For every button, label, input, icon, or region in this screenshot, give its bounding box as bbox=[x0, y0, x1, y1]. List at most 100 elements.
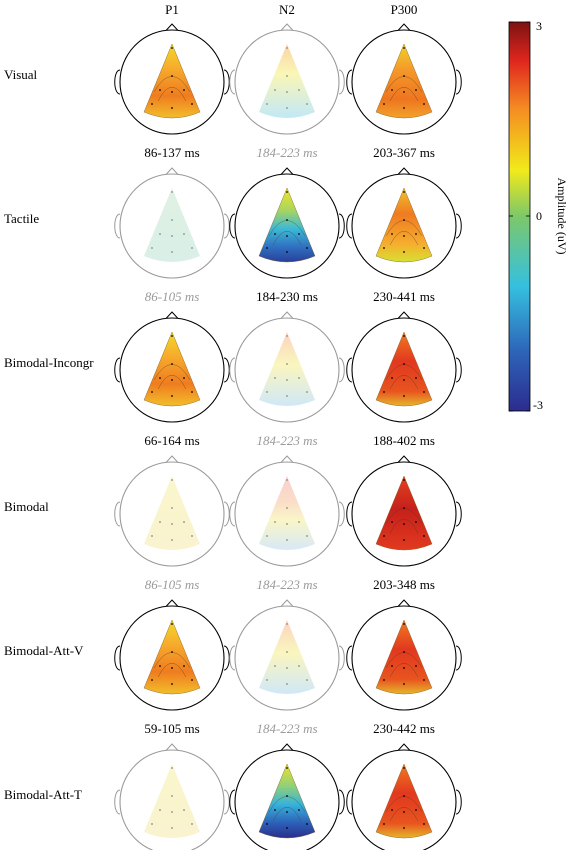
topography-grid: Visual 86-137 ms 184-223 ms 203-367 ms Tacti… bbox=[4, 23, 462, 850]
electrode-dot bbox=[403, 623, 405, 625]
left-ear-icon bbox=[229, 645, 236, 671]
electrode-dot bbox=[298, 809, 300, 811]
electrode-dot bbox=[403, 767, 405, 769]
electrode-dot bbox=[286, 667, 288, 669]
scalp-map bbox=[144, 476, 200, 550]
electrode-dot bbox=[159, 809, 161, 811]
electrode-dot bbox=[403, 191, 405, 193]
electrode-dot bbox=[391, 233, 393, 235]
scalp-map bbox=[143, 619, 201, 695]
topo-map-bimodal-att-v-p1: 59-105 ms bbox=[114, 599, 230, 736]
electrode-dot bbox=[171, 827, 173, 829]
nose-icon bbox=[165, 599, 179, 607]
time-window-label: 59-105 ms bbox=[144, 721, 199, 736]
topo-map-bimodal-incongr-n2: 184-223 ms bbox=[229, 311, 345, 448]
electrode-dot bbox=[403, 507, 405, 509]
topo-map-bimodal-att-t-n2: 180-223 ms bbox=[229, 743, 345, 850]
electrode-dot bbox=[274, 377, 276, 379]
electrode-dot bbox=[191, 679, 193, 681]
electrode-dot bbox=[423, 391, 425, 393]
electrode-dot bbox=[286, 91, 288, 93]
colorbar-title: Amplitude (uV) bbox=[555, 178, 567, 255]
electrode-dot bbox=[274, 521, 276, 523]
electrode-dot bbox=[391, 809, 393, 811]
electrode-dot bbox=[286, 623, 288, 625]
electrode-dot bbox=[266, 535, 268, 537]
electrode-dot bbox=[298, 377, 300, 379]
nose-icon bbox=[165, 23, 179, 31]
row-label-bimodal-att-t: Bimodal-Att-T bbox=[4, 787, 82, 802]
electrode-dot bbox=[286, 191, 288, 193]
electrode-dot bbox=[286, 811, 288, 813]
electrode-dot bbox=[286, 335, 288, 337]
electrode-dot bbox=[183, 233, 185, 235]
right-ear-icon bbox=[223, 213, 230, 239]
electrode-dot bbox=[403, 651, 405, 653]
scalp-map bbox=[259, 44, 315, 118]
time-window-label: 184-223 ms bbox=[256, 433, 317, 448]
electrode-dot bbox=[171, 795, 173, 797]
scalp-map bbox=[375, 763, 433, 839]
contour-line bbox=[389, 662, 419, 678]
nose-icon bbox=[397, 311, 411, 319]
electrode-dot bbox=[171, 107, 173, 109]
electrode-dot bbox=[306, 823, 308, 825]
electrode-dot bbox=[274, 89, 276, 91]
scalp-map bbox=[375, 331, 433, 407]
colorbar-mid-label: 0 bbox=[536, 209, 542, 223]
nose-icon bbox=[165, 311, 179, 319]
right-ear-icon bbox=[338, 789, 345, 815]
electrode-dot bbox=[415, 377, 417, 379]
time-window-label: 203-348 ms bbox=[373, 577, 435, 592]
time-window-label: 184-223 ms bbox=[256, 577, 317, 592]
electrode-dot bbox=[151, 247, 153, 249]
contour-line bbox=[389, 374, 419, 390]
electrode-dot bbox=[266, 679, 268, 681]
contour-line bbox=[157, 86, 187, 102]
electrode-dot bbox=[183, 377, 185, 379]
colorbar: 3 0 -3 Amplitude (uV) bbox=[508, 19, 567, 412]
electrode-dot bbox=[171, 507, 173, 509]
electrode-dot bbox=[403, 107, 405, 109]
time-window-label: 230-441 ms bbox=[373, 289, 435, 304]
electrode-dot bbox=[286, 523, 288, 525]
electrode-dot bbox=[171, 479, 173, 481]
electrode-dot bbox=[423, 535, 425, 537]
electrode-dot bbox=[391, 665, 393, 667]
right-ear-icon bbox=[223, 501, 230, 527]
electrode-dot bbox=[274, 809, 276, 811]
electrode-dot bbox=[171, 219, 173, 221]
electrode-dot bbox=[423, 247, 425, 249]
colorbar-gradient bbox=[508, 21, 531, 412]
electrode-dot bbox=[159, 377, 161, 379]
time-window-label: 184-230 ms bbox=[256, 289, 318, 304]
topo-map-bimodal-p1: 86-105 ms bbox=[114, 455, 230, 592]
electrode-dot bbox=[171, 47, 173, 49]
left-ear-icon bbox=[114, 501, 121, 527]
colorbar-max-label: 3 bbox=[536, 19, 542, 33]
topo-map-visual-p1: 86-137 ms bbox=[114, 23, 230, 160]
right-ear-icon bbox=[455, 213, 462, 239]
topo-map-visual-n2: 184-223 ms bbox=[229, 23, 345, 160]
electrode-dot bbox=[286, 251, 288, 253]
electrode-dot bbox=[191, 391, 193, 393]
electrode-dot bbox=[151, 103, 153, 105]
topo-map-bimodal-incongr-p300: 188-402 ms bbox=[346, 311, 462, 448]
left-ear-icon bbox=[346, 357, 353, 383]
electrode-dot bbox=[159, 89, 161, 91]
electrode-dot bbox=[423, 823, 425, 825]
electrode-dot bbox=[403, 827, 405, 829]
electrode-dot bbox=[403, 683, 405, 685]
nose-icon bbox=[397, 455, 411, 463]
electrode-dot bbox=[403, 667, 405, 669]
contour-line bbox=[389, 806, 419, 822]
electrode-dot bbox=[266, 391, 268, 393]
topo-map-bimodal-p300: 203-348 ms bbox=[346, 455, 462, 592]
scalp-map bbox=[258, 763, 316, 839]
electrode-dot bbox=[286, 235, 288, 237]
scalp-map bbox=[258, 187, 316, 263]
left-ear-icon bbox=[229, 501, 236, 527]
contour-line bbox=[272, 806, 302, 822]
electrode-dot bbox=[286, 795, 288, 797]
electrode-dot bbox=[274, 665, 276, 667]
